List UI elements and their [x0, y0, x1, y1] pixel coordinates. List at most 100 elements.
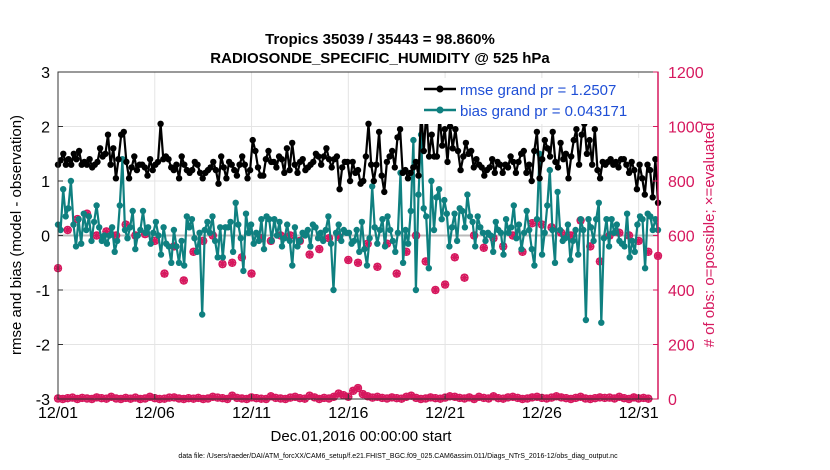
rmse-point	[291, 161, 298, 168]
bias-point	[294, 243, 301, 250]
rmse-point	[612, 158, 620, 166]
bias-point	[165, 243, 172, 250]
bias-point	[387, 226, 394, 234]
obs-near-zero-point-evaluated	[68, 393, 77, 402]
bias-point	[330, 286, 337, 294]
obs-near-zero-point-evaluated	[523, 394, 532, 403]
rmse-point	[531, 147, 538, 155]
rmse-point	[104, 131, 112, 138]
rmse-point	[360, 177, 367, 185]
rmse-point	[339, 164, 346, 171]
rmse-point	[586, 136, 593, 144]
bias-point	[505, 229, 512, 236]
rmse-point	[102, 150, 109, 157]
rmse-point	[412, 158, 420, 166]
bias-point	[518, 245, 525, 253]
obs-evaluated-point-evaluated	[228, 258, 237, 267]
obs-evaluated-point	[373, 262, 382, 271]
bias-point	[286, 237, 293, 245]
bias-point	[75, 216, 82, 223]
bias-point	[405, 240, 412, 247]
bias-point	[611, 229, 618, 236]
bias-point	[363, 262, 371, 269]
rmse-point	[112, 175, 120, 182]
left-tick-label: 0	[41, 229, 50, 246]
bias-point	[464, 191, 471, 198]
rmse-point	[452, 126, 459, 133]
rmse-point	[410, 164, 417, 171]
bias-point	[502, 216, 510, 223]
rmse-point	[210, 158, 217, 166]
bias-point	[147, 240, 154, 247]
obs-near-zero-point-evaluated	[504, 393, 512, 402]
legend-box	[418, 78, 652, 124]
bias-point	[211, 237, 219, 245]
rmse-point	[499, 169, 506, 176]
bias-point	[577, 216, 584, 223]
rmse-point	[194, 161, 201, 168]
obs-near-zero-point-evaluated	[600, 393, 609, 402]
rmse-point	[370, 177, 377, 185]
right-tick-label: 0	[668, 392, 677, 409]
bias-point	[402, 226, 409, 234]
rmse-point	[207, 164, 214, 171]
bias-point	[549, 226, 556, 234]
rmse-point	[573, 126, 580, 133]
rmse-point	[128, 164, 135, 171]
rmse-point	[539, 156, 546, 163]
rmse-point	[589, 161, 596, 168]
obs-near-zero-point-evaluated	[107, 392, 116, 401]
bias-point	[199, 311, 206, 318]
rmse-point	[120, 128, 128, 136]
rmse-point	[165, 156, 172, 163]
obs-near-zero-point-evaluated	[184, 394, 193, 403]
rmse-point	[265, 147, 272, 155]
obs-near-zero-point-evaluated	[204, 394, 212, 403]
obs-near-zero-point-evaluated	[494, 394, 503, 403]
rmse-point	[146, 156, 154, 163]
bias-point	[57, 226, 64, 234]
obs-evaluated-point	[450, 253, 459, 262]
bias-point	[492, 218, 499, 226]
bias-point	[564, 221, 572, 228]
bias-point	[533, 216, 541, 223]
rmse-point	[383, 158, 391, 166]
rmse-point	[631, 166, 638, 174]
bias-point	[129, 207, 136, 215]
rmse-point	[462, 139, 470, 147]
obs-near-zero-point-evaluated	[605, 393, 614, 402]
obs-near-zero-point-evaluated	[465, 393, 474, 402]
bias-point	[173, 243, 180, 250]
obs-near-zero-point-evaluated	[363, 392, 372, 401]
bias-point	[235, 221, 242, 228]
rmse-point	[557, 139, 564, 147]
bias-point	[453, 237, 461, 245]
bias-point	[78, 240, 85, 247]
bias-point	[114, 237, 121, 245]
bias-point	[528, 245, 535, 253]
rmse-point	[578, 131, 585, 138]
bias-point	[67, 177, 75, 185]
obs-near-zero-point-evaluated	[489, 392, 498, 401]
obs-evaluated-point-evaluated	[344, 256, 353, 265]
bias-point	[96, 224, 103, 231]
obs-near-zero-point-evaluated	[228, 391, 237, 400]
bias-point	[425, 265, 432, 272]
bias-point	[572, 226, 579, 234]
obs-near-zero-point-evaluated	[533, 392, 542, 401]
left-tick-label: -2	[36, 338, 50, 355]
bias-point	[593, 216, 600, 223]
bias-point	[108, 224, 116, 231]
bias-point	[217, 224, 224, 231]
bias-point	[520, 229, 528, 236]
bias-point	[139, 207, 147, 215]
rmse-point	[378, 172, 385, 179]
bias-point	[240, 267, 247, 275]
bias-point	[273, 232, 281, 239]
bias-point	[379, 216, 386, 223]
bias-point	[448, 224, 456, 231]
obs-near-zero-point-evaluated	[378, 393, 387, 402]
rmse-point	[386, 153, 393, 160]
obs-near-zero-point-evaluated	[170, 393, 179, 402]
